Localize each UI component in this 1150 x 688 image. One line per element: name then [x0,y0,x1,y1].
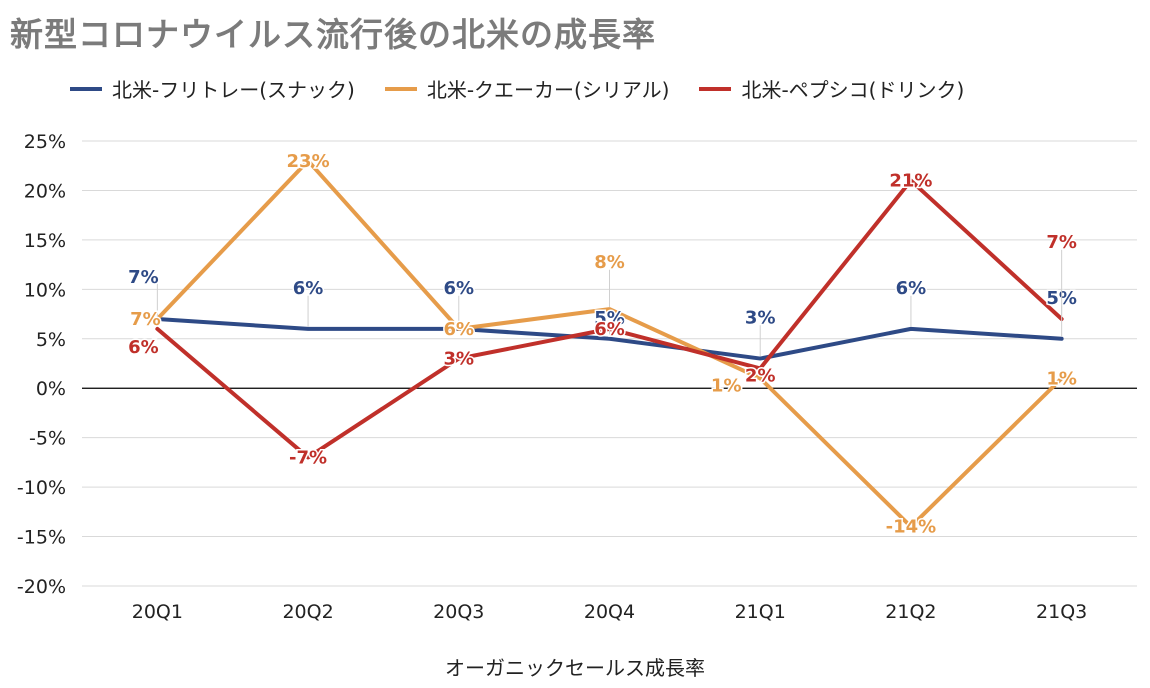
legend-item-quaker: 北米-クエーカー(シリアル) [384,74,670,103]
series-line-fritolay [155,317,1064,361]
data-label-pepsico: 21% [889,171,932,192]
y-tick-label: 5% [36,329,66,351]
y-tick-label: 25% [24,131,66,153]
data-label-pepsico: 2% [745,365,776,386]
y-tick-label: -10% [17,477,66,499]
data-label-pepsico: 6% [128,337,159,358]
series-line-quaker [155,158,1064,529]
legend-label-pepsico: 北米-ペプシコ(ドリンク) [741,78,965,102]
data-label-fritolay: 6% [293,278,324,299]
legend-item-pepsico: 北米-ペプシコ(ドリンク) [699,74,964,103]
y-tick-label: 20% [24,180,66,202]
legend-swatch-fritolay [70,86,102,91]
x-tick-label: 20Q2 [282,601,333,623]
data-label-pepsico: 3% [444,349,475,370]
y-tick-label: 10% [24,279,66,301]
data-label-pepsico: 7% [1046,232,1077,253]
data-label-quaker: -14% [886,517,937,538]
legend: 北米-フリトレー(スナック) 北米-クエーカー(シリアル) 北米-ペプシコ(ドリ… [70,74,964,103]
data-label-quaker: 7% [130,309,161,330]
x-tick-label: 21Q3 [1036,601,1087,623]
x-tick-label: 21Q1 [735,601,786,623]
y-tick-label: -5% [29,428,66,450]
data-label-quaker: 6% [444,319,475,340]
x-tick-label: 20Q3 [433,601,484,623]
data-label-fritolay: 6% [896,278,927,299]
legend-swatch-pepsico [699,86,732,91]
x-tick-label: 21Q2 [885,601,936,623]
legend-label-quaker: 北米-クエーカー(シリアル) [426,78,670,102]
legend-label-fritolay: 北米-フリトレー(スナック) [112,78,355,102]
x-axis-title: オーガニックセールス成長率 [445,656,705,680]
x-tick-label: 20Q1 [132,601,183,623]
y-tick-label: -15% [17,527,66,549]
x-tick-label: 20Q4 [584,601,635,623]
data-label-quaker: 1% [1046,368,1077,389]
data-label-quaker: 1% [711,375,742,396]
data-label-pepsico: 6% [594,319,625,340]
legend-item-fritolay: 北米-フリトレー(スナック) [70,74,355,103]
data-label-fritolay: 7% [128,267,159,288]
data-label-quaker: 8% [594,252,625,273]
data-label-fritolay: 6% [444,278,475,299]
chart-title: 新型コロナウイルス流行後の北米の成長率 [10,15,656,54]
data-label-fritolay: 5% [594,308,625,329]
y-tick-label: 0% [36,378,66,400]
y-tick-label: -20% [17,576,66,598]
data-label-pepsico: -7% [289,447,327,468]
legend-swatch-quaker [384,86,417,91]
data-label-quaker: 23% [287,151,330,172]
data-label-fritolay: 3% [745,308,776,329]
y-tick-label: 15% [24,230,66,252]
